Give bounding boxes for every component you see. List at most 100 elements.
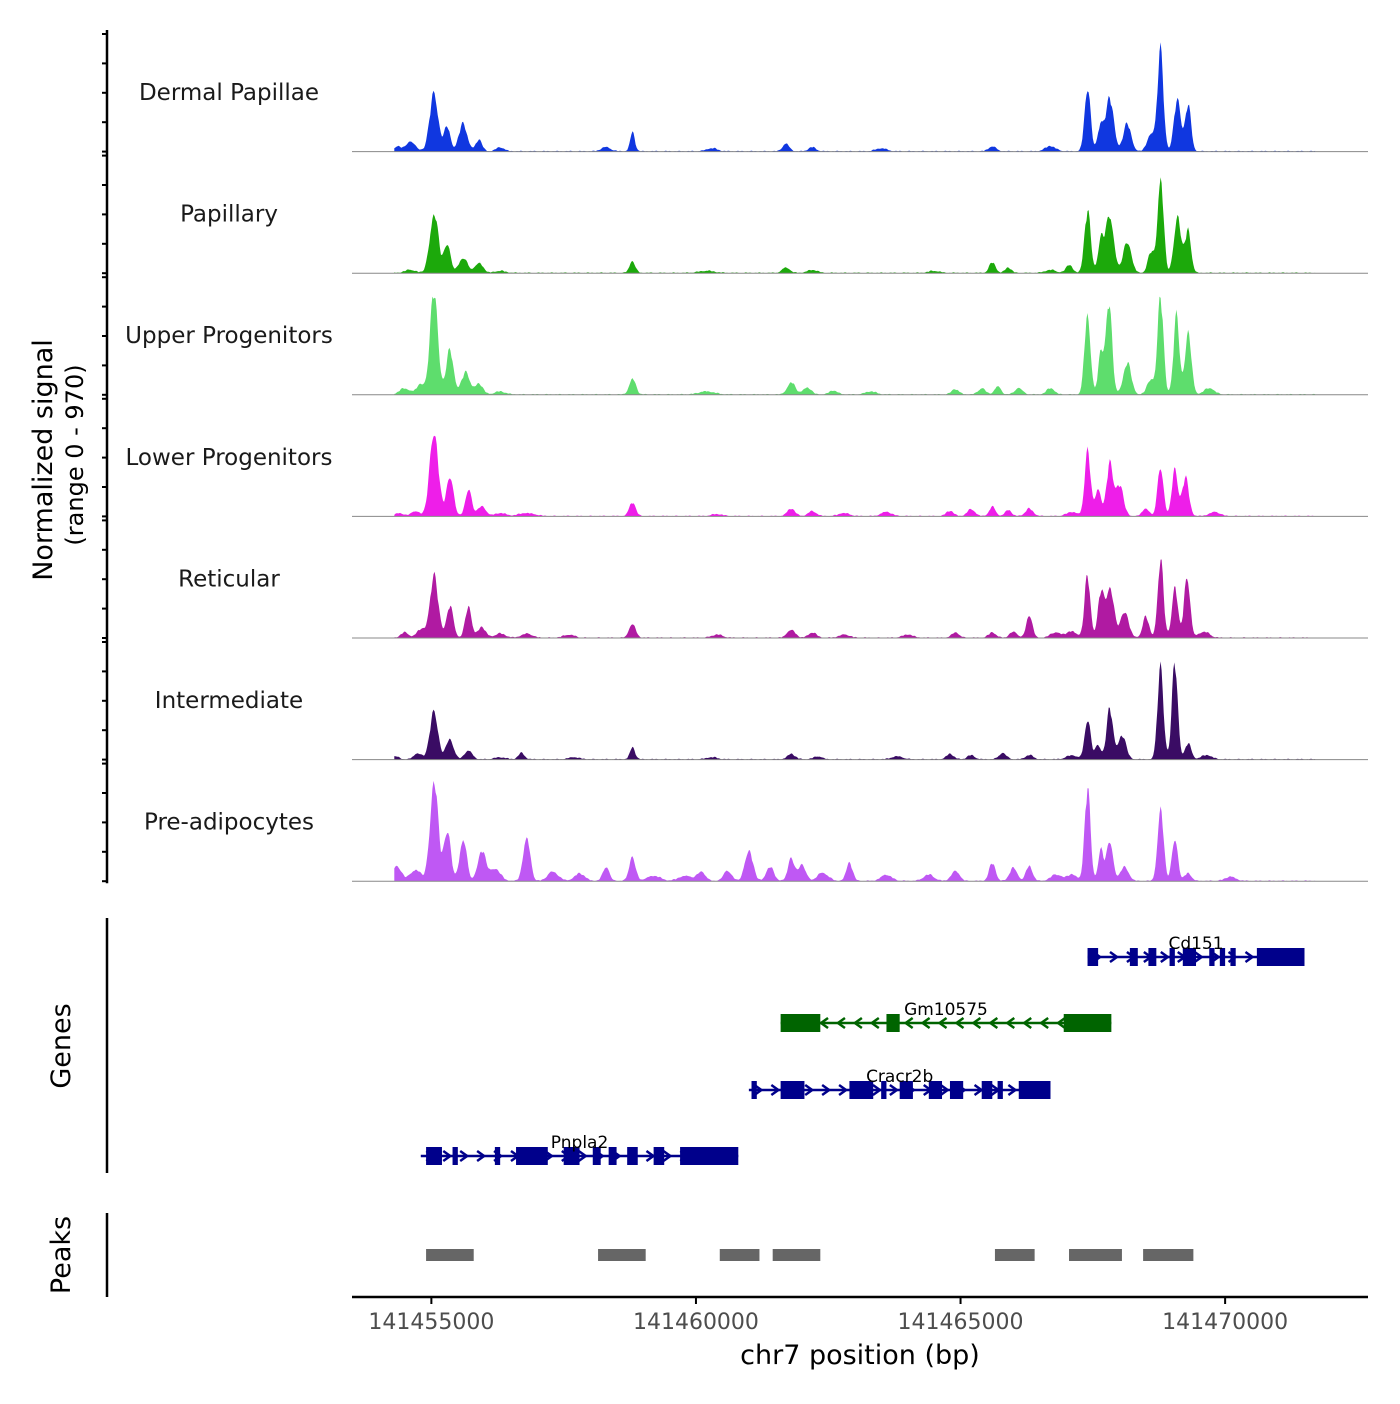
gene-label: Gm10575 (904, 1000, 988, 1020)
coverage-signal (394, 42, 1316, 152)
x-tick-label: 141455000 (368, 1310, 494, 1335)
gene-label: Pnpla2 (551, 1133, 608, 1153)
exon (1087, 948, 1099, 966)
x-tick-label: 141460000 (633, 1310, 759, 1335)
track-upper-progenitors: Upper Progenitors (102, 276, 1368, 396)
exon (1230, 948, 1236, 966)
track-papillary: Papillary (102, 154, 1368, 275)
strand-arrow (852, 1016, 863, 1030)
strand-arrow (1055, 1016, 1066, 1030)
exon (1219, 948, 1226, 966)
track-reticular: Reticular (102, 519, 1368, 639)
exon (1209, 948, 1215, 966)
coverage-tracks: Dermal Papillae Papillary Upper Progenitor… (102, 30, 1368, 884)
strand-arrow (1022, 1016, 1032, 1030)
strand-arrow (1007, 1083, 1018, 1097)
strand-arrow (1160, 950, 1170, 964)
gene-cd151: Cd151 (1087, 934, 1305, 966)
exon (997, 1081, 1003, 1099)
track-lower-progenitors: Lower Progenitors (102, 397, 1368, 518)
gene-cracr2b: Cracr2b (748, 1067, 1051, 1099)
strand-arrow (459, 1149, 470, 1163)
y-axis-label: Normalized signal (28, 339, 59, 581)
exon (928, 1081, 943, 1099)
exon (780, 1081, 805, 1099)
gene-gm10575: Gm10575 (780, 1000, 1112, 1032)
gene-annotation-panel: Cd151 Gm10575 Cracr2b Pnpla2 (105, 918, 1305, 1173)
strand-arrow (973, 1083, 984, 1097)
peak-region (426, 1249, 474, 1261)
x-tick-label: 141465000 (898, 1310, 1024, 1335)
strand-arrow (889, 1083, 900, 1097)
strand-arrow (821, 1083, 832, 1097)
strand-arrow (988, 1016, 999, 1030)
exon (881, 1081, 887, 1099)
strand-arrow (1193, 950, 1204, 964)
x-axis: 141455000 141460000 141465000 141470000 (352, 1295, 1368, 1335)
strand-arrow (920, 1016, 931, 1030)
exon (1256, 948, 1305, 966)
exon (1129, 948, 1138, 966)
coverage-signal (394, 296, 1316, 395)
track-label: Upper Progenitors (125, 323, 333, 349)
strand-arrow (954, 1016, 965, 1030)
exon (751, 1081, 757, 1099)
exon (1063, 1014, 1112, 1032)
strand-arrow (442, 1149, 453, 1163)
exon (494, 1147, 501, 1165)
peak-region (1069, 1249, 1122, 1261)
y-axis-range-label: (range 0 - 970) (61, 364, 89, 545)
panel-axis-labels: Normalized signal (range 0 - 970) Genes … (28, 339, 980, 1371)
genes-axis-label: Genes (46, 1003, 77, 1088)
strand-arrow (645, 1149, 656, 1163)
peak-region (772, 1249, 821, 1261)
coverage-signal (394, 435, 1316, 517)
strand-arrow (577, 1149, 588, 1163)
strand-arrow (770, 1083, 781, 1097)
track-label: Intermediate (155, 688, 303, 714)
peaks-axis-label: Peaks (46, 1216, 77, 1294)
exon (452, 1147, 458, 1165)
strand-arrow (872, 1083, 883, 1097)
track-label: Lower Progenitors (126, 445, 333, 471)
track-pre-adipocytes: Pre-adipocytes (102, 762, 1368, 883)
peak-region (598, 1249, 646, 1261)
coverage-signal (394, 559, 1316, 638)
exon (1148, 948, 1157, 966)
exon (1169, 948, 1175, 966)
strand-arrow (1109, 950, 1120, 964)
strand-arrow (476, 1149, 487, 1163)
strand-arrow (835, 1016, 846, 1030)
strand-arrow (971, 1016, 982, 1030)
exon (592, 1147, 601, 1165)
exon (426, 1147, 442, 1165)
strand-arrow (1038, 1016, 1049, 1030)
track-label: Pre-adipocytes (144, 810, 314, 836)
gene-label: Cd151 (1168, 934, 1223, 954)
exon (680, 1147, 739, 1165)
strand-arrow (937, 1016, 948, 1030)
strand-arrow (818, 1016, 829, 1030)
exon (899, 1081, 913, 1099)
strand-arrow (662, 1149, 673, 1163)
track-intermediate: Intermediate (102, 641, 1368, 761)
exon (780, 1014, 821, 1032)
strand-arrow (939, 1083, 950, 1097)
coverage-signal (394, 661, 1316, 760)
peak-region (994, 1249, 1035, 1261)
peak-region (719, 1249, 760, 1261)
exon (608, 1147, 617, 1165)
track-dermal-papillae: Dermal Papillae (102, 33, 1368, 153)
x-tick-label: 141470000 (1162, 1310, 1288, 1335)
track-label: Dermal Papillae (139, 80, 319, 106)
x-axis-label: chr7 position (bp) (740, 1340, 980, 1371)
coverage-signal (394, 177, 1316, 274)
peak-region (1143, 1249, 1194, 1261)
exon (886, 1014, 900, 1032)
strand-arrow (804, 1083, 815, 1097)
strand-arrow (1005, 1016, 1016, 1030)
strand-arrow (869, 1016, 880, 1030)
exon (1018, 1081, 1051, 1099)
